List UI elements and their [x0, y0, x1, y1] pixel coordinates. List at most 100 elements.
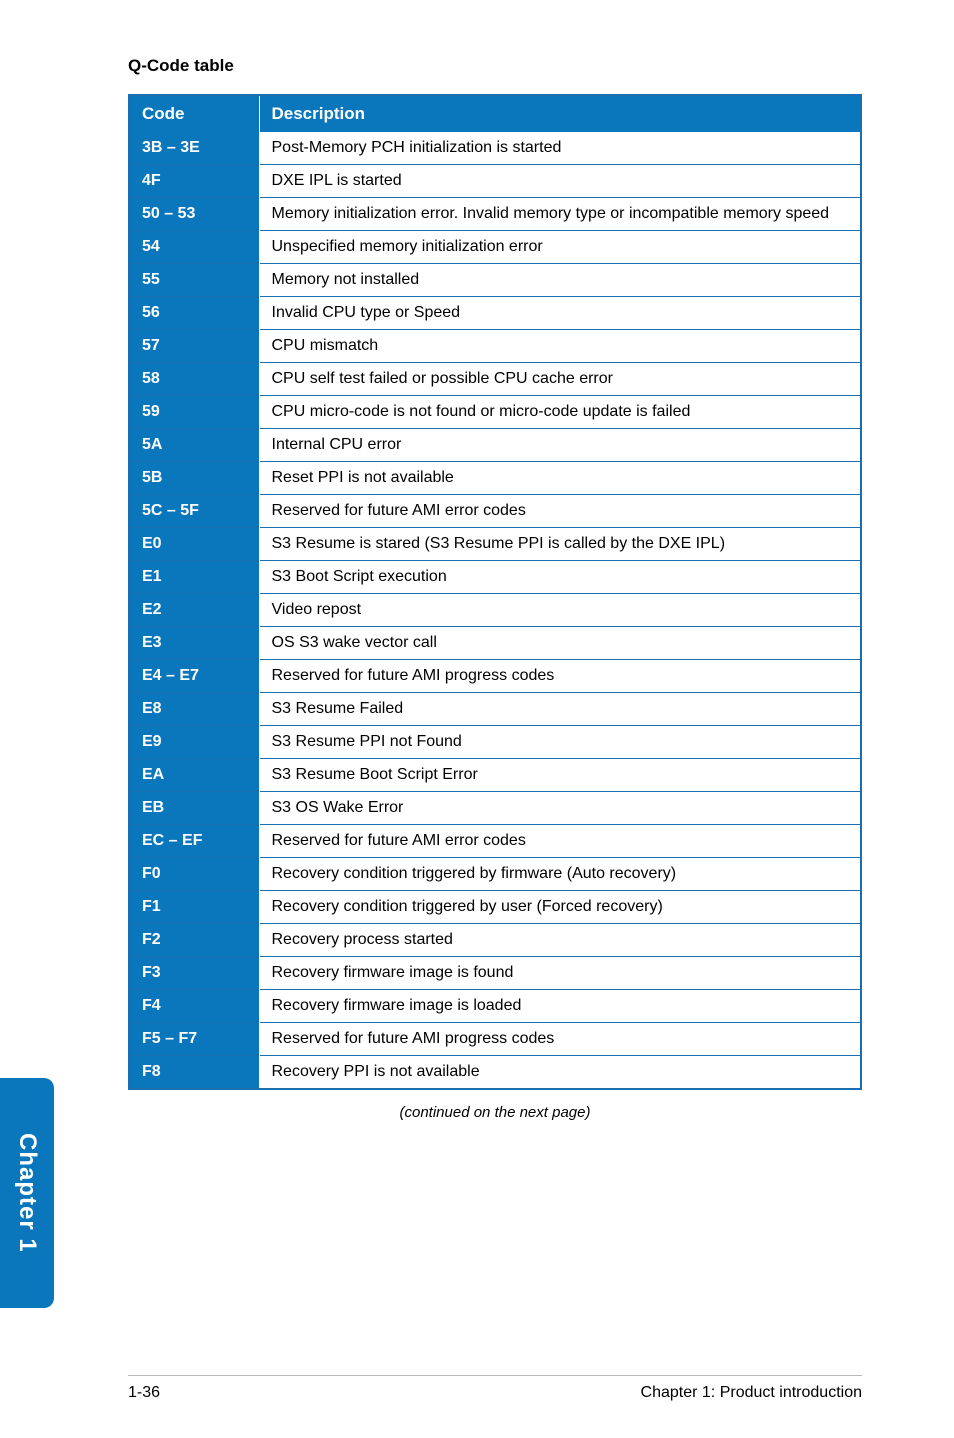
cell-description: S3 OS Wake Error: [259, 792, 861, 825]
cell-code: F0: [129, 858, 259, 891]
cell-code: F3: [129, 957, 259, 990]
qcode-table: Code Description 3B – 3EPost-Memory PCH …: [128, 94, 862, 1090]
cell-description: Memory not installed: [259, 264, 861, 297]
table-row: F2Recovery process started: [129, 924, 861, 957]
header-code: Code: [129, 95, 259, 132]
cell-code: E4 – E7: [129, 660, 259, 693]
header-description: Description: [259, 95, 861, 132]
cell-description: Recovery process started: [259, 924, 861, 957]
table-row: 50 – 53Memory initialization error. Inva…: [129, 198, 861, 231]
cell-code: E2: [129, 594, 259, 627]
cell-description: Recovery firmware image is loaded: [259, 990, 861, 1023]
table-row: 57CPU mismatch: [129, 330, 861, 363]
cell-description: S3 Resume PPI not Found: [259, 726, 861, 759]
cell-code: E1: [129, 561, 259, 594]
cell-code: 3B – 3E: [129, 132, 259, 165]
page-footer: 1-36 Chapter 1: Product introduction: [0, 1375, 954, 1402]
cell-description: Memory initialization error. Invalid mem…: [259, 198, 861, 231]
table-row: 55Memory not installed: [129, 264, 861, 297]
table-row: 3B – 3EPost-Memory PCH initialization is…: [129, 132, 861, 165]
cell-code: 5B: [129, 462, 259, 495]
cell-code: 58: [129, 363, 259, 396]
table-title: Q-Code table: [128, 56, 862, 76]
chapter-tab: Chapter 1: [0, 1078, 54, 1308]
table-row: F3Recovery firmware image is found: [129, 957, 861, 990]
table-header-row: Code Description: [129, 95, 861, 132]
cell-description: Reserved for future AMI progress codes: [259, 1023, 861, 1056]
cell-code: E0: [129, 528, 259, 561]
table-row: EC – EFReserved for future AMI error cod…: [129, 825, 861, 858]
cell-description: Post-Memory PCH initialization is starte…: [259, 132, 861, 165]
table-row: E3OS S3 wake vector call: [129, 627, 861, 660]
table-row: F8Recovery PPI is not available: [129, 1056, 861, 1090]
cell-description: Reserved for future AMI error codes: [259, 495, 861, 528]
cell-code: 56: [129, 297, 259, 330]
chapter-tab-label: Chapter 1: [13, 1133, 41, 1253]
cell-code: F4: [129, 990, 259, 1023]
cell-code: EA: [129, 759, 259, 792]
cell-code: E3: [129, 627, 259, 660]
table-row: 5BReset PPI is not available: [129, 462, 861, 495]
cell-code: 50 – 53: [129, 198, 259, 231]
cell-description: Reserved for future AMI error codes: [259, 825, 861, 858]
cell-code: F5 – F7: [129, 1023, 259, 1056]
table-row: EAS3 Resume Boot Script Error: [129, 759, 861, 792]
cell-code: 4F: [129, 165, 259, 198]
cell-description: Internal CPU error: [259, 429, 861, 462]
footer-line: 1-36 Chapter 1: Product introduction: [128, 1384, 862, 1402]
page: Q-Code table Code Description 3B – 3EPos…: [0, 0, 954, 1438]
table-row: F4Recovery firmware image is loaded: [129, 990, 861, 1023]
cell-description: CPU self test failed or possible CPU cac…: [259, 363, 861, 396]
continued-note: (continued on the next page): [128, 1104, 862, 1121]
table-row: E9S3 Resume PPI not Found: [129, 726, 861, 759]
cell-description: Recovery condition triggered by firmware…: [259, 858, 861, 891]
cell-description: Video repost: [259, 594, 861, 627]
table-row: 5C – 5FReserved for future AMI error cod…: [129, 495, 861, 528]
cell-code: 55: [129, 264, 259, 297]
table-row: 56Invalid CPU type or Speed: [129, 297, 861, 330]
cell-description: OS S3 wake vector call: [259, 627, 861, 660]
page-number: 1-36: [128, 1384, 160, 1402]
cell-code: 57: [129, 330, 259, 363]
footer-rule: [128, 1375, 862, 1376]
cell-description: Recovery condition triggered by user (Fo…: [259, 891, 861, 924]
table-row: E4 – E7Reserved for future AMI progress …: [129, 660, 861, 693]
cell-description: S3 Boot Script execution: [259, 561, 861, 594]
cell-description: Unspecified memory initialization error: [259, 231, 861, 264]
table-row: E0S3 Resume is stared (S3 Resume PPI is …: [129, 528, 861, 561]
cell-code: E9: [129, 726, 259, 759]
table-row: E1S3 Boot Script execution: [129, 561, 861, 594]
cell-description: DXE IPL is started: [259, 165, 861, 198]
cell-description: S3 Resume is stared (S3 Resume PPI is ca…: [259, 528, 861, 561]
table-row: EBS3 OS Wake Error: [129, 792, 861, 825]
cell-description: S3 Resume Failed: [259, 693, 861, 726]
cell-code: 54: [129, 231, 259, 264]
cell-code: F1: [129, 891, 259, 924]
table-row: 4FDXE IPL is started: [129, 165, 861, 198]
table-row: 5AInternal CPU error: [129, 429, 861, 462]
cell-description: S3 Resume Boot Script Error: [259, 759, 861, 792]
table-row: 54Unspecified memory initialization erro…: [129, 231, 861, 264]
table-row: 58CPU self test failed or possible CPU c…: [129, 363, 861, 396]
cell-code: EB: [129, 792, 259, 825]
table-row: E8S3 Resume Failed: [129, 693, 861, 726]
table-row: 59CPU micro-code is not found or micro-c…: [129, 396, 861, 429]
cell-description: Reserved for future AMI progress codes: [259, 660, 861, 693]
table-head: Code Description: [129, 95, 861, 132]
cell-code: F2: [129, 924, 259, 957]
cell-description: Recovery PPI is not available: [259, 1056, 861, 1090]
table-row: E2Video repost: [129, 594, 861, 627]
cell-description: CPU mismatch: [259, 330, 861, 363]
table-row: F0Recovery condition triggered by firmwa…: [129, 858, 861, 891]
cell-description: Invalid CPU type or Speed: [259, 297, 861, 330]
cell-code: F8: [129, 1056, 259, 1090]
table-row: F5 – F7Reserved for future AMI progress …: [129, 1023, 861, 1056]
cell-code: EC – EF: [129, 825, 259, 858]
chapter-title: Chapter 1: Product introduction: [641, 1384, 862, 1402]
cell-description: CPU micro-code is not found or micro-cod…: [259, 396, 861, 429]
cell-description: Reset PPI is not available: [259, 462, 861, 495]
table-body: 3B – 3EPost-Memory PCH initialization is…: [129, 132, 861, 1089]
cell-code: E8: [129, 693, 259, 726]
table-row: F1Recovery condition triggered by user (…: [129, 891, 861, 924]
cell-description: Recovery firmware image is found: [259, 957, 861, 990]
